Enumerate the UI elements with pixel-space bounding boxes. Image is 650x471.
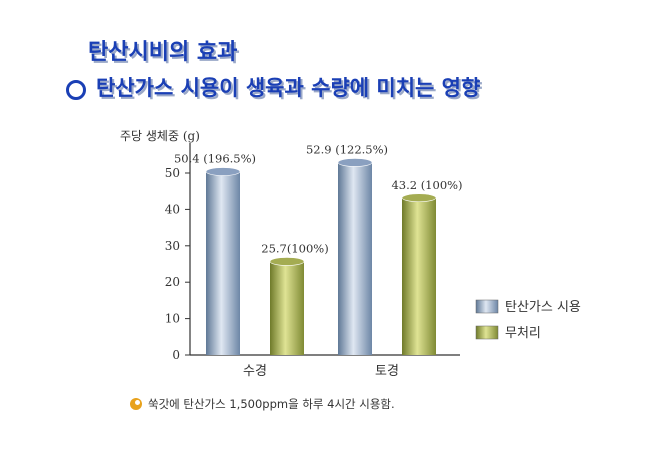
legend-label: 탄산가스 시용 xyxy=(505,300,581,315)
legend-swatch xyxy=(475,325,499,340)
legend-label: 무처리 xyxy=(505,326,541,341)
data-label: 52.9 (122.5%) xyxy=(306,142,388,156)
y-tick-label: 10 xyxy=(165,312,180,326)
slide-subtitle: 탄산가스 시용이 생육과 수량에 미치는 영향 xyxy=(66,72,480,102)
bar-cap xyxy=(205,167,241,176)
circle-bullet-icon xyxy=(66,80,86,100)
legend-swatch xyxy=(475,299,499,314)
subtitle-text: 탄산가스 시용이 생육과 수량에 미치는 영향 xyxy=(96,76,481,100)
data-label: 50.4 (196.5%) xyxy=(174,152,256,166)
bar xyxy=(338,162,372,355)
x-tick-label: 토경 xyxy=(375,364,399,379)
data-label: 25.7(100%) xyxy=(261,241,328,255)
footnote: 쑥갓에 탄산가스 1,500ppm을 하루 4시간 시용함. xyxy=(130,396,395,412)
bar-cap xyxy=(401,193,437,203)
bar xyxy=(402,197,436,355)
y-tick-label: 40 xyxy=(165,202,180,216)
y-tick-label: 0 xyxy=(172,348,180,362)
bar xyxy=(270,261,304,355)
y-tick-label: 50 xyxy=(165,166,180,180)
data-label: 43.2 (100%) xyxy=(391,178,462,192)
slide-title: 탄산시비의 효과 xyxy=(88,40,238,65)
bar-chart: 주당 생체중 (g) 0 10 20 30 40 50 수경 토경 50.4 (196.5%) 2… xyxy=(120,129,581,379)
bar-cap xyxy=(269,257,305,266)
sun-icon xyxy=(130,398,142,410)
x-tick-label: 수경 xyxy=(243,364,267,379)
y-tick-label: 30 xyxy=(165,239,180,253)
y-axis-label: 주당 생체중 (g) xyxy=(120,129,200,143)
bar xyxy=(206,171,240,355)
footnote-text: 쑥갓에 탄산가스 1,500ppm을 하루 4시간 시용함. xyxy=(148,397,395,411)
bar-cap xyxy=(337,158,373,167)
y-tick-label: 20 xyxy=(165,275,180,289)
